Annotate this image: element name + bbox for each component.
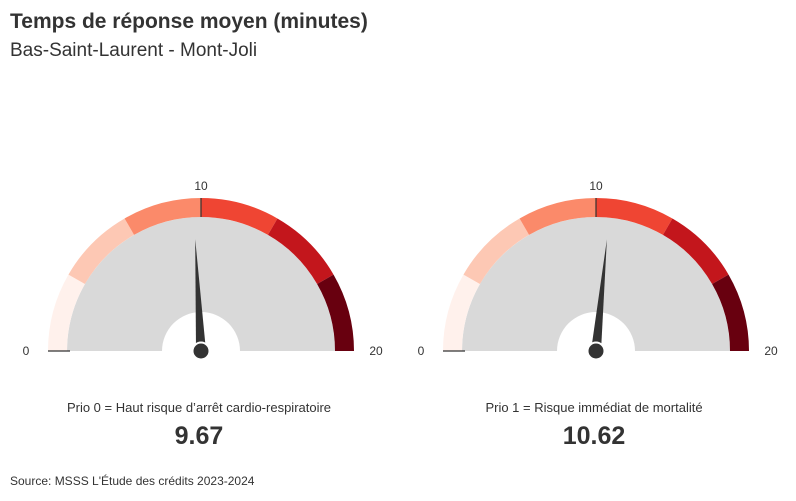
gauge-tick-label: 20 bbox=[764, 344, 778, 358]
chart-title: Temps de réponse moyen (minutes) bbox=[10, 10, 368, 33]
gauge-svg: 0 10 20 bbox=[418, 179, 778, 361]
gauge-value: 10.62 bbox=[562, 422, 626, 450]
gauge-segment bbox=[201, 198, 278, 235]
gauge-tick-label: 0 bbox=[23, 344, 30, 358]
gauge-prio-0: 0 10 20 Prio 0 = Haut risque d’arrêt cardi… bbox=[0, 160, 398, 460]
gauge-tick-label: 0 bbox=[418, 344, 425, 358]
gauge-band bbox=[67, 217, 335, 351]
gauge-segment bbox=[519, 198, 596, 235]
gauge-segment bbox=[443, 274, 480, 351]
gauge-prio-1: 0 10 20 Prio 1 = Risque immédiat de mortal… bbox=[395, 160, 793, 460]
gauge-segment bbox=[662, 218, 729, 285]
gauge-segment bbox=[267, 218, 334, 285]
gauge-segment bbox=[596, 198, 673, 235]
gauge-segment bbox=[68, 218, 135, 285]
gauge-svg: 0 10 20 bbox=[23, 179, 383, 361]
gauge-tick-label: 10 bbox=[194, 179, 208, 193]
gauge-needle-hub bbox=[586, 341, 606, 361]
gauge-needle bbox=[195, 239, 206, 352]
gauge-needle bbox=[591, 239, 607, 352]
gauge-label: Prio 1 = Risque immédiat de mortalité bbox=[485, 400, 703, 415]
gauge-label: Prio 0 = Haut risque d’arrêt cardio-resp… bbox=[66, 400, 332, 415]
gauge-value: 9.67 bbox=[174, 422, 224, 450]
gauge-needle-hub bbox=[191, 341, 211, 361]
gauge-segment bbox=[124, 198, 201, 235]
gauge-segment bbox=[712, 274, 749, 351]
gauge-tick-label: 20 bbox=[369, 344, 383, 358]
gauge-segment bbox=[48, 274, 85, 351]
gauge-band bbox=[462, 217, 730, 351]
gauge-tick-label: 10 bbox=[589, 179, 603, 193]
chart-subtitle: Bas-Saint-Laurent - Mont-Joli bbox=[10, 40, 258, 61]
source-note: Source: MSSS L'Étude des crédits 2023-20… bbox=[10, 474, 255, 488]
gauge-segment bbox=[317, 274, 354, 351]
gauge-segment bbox=[463, 218, 530, 285]
